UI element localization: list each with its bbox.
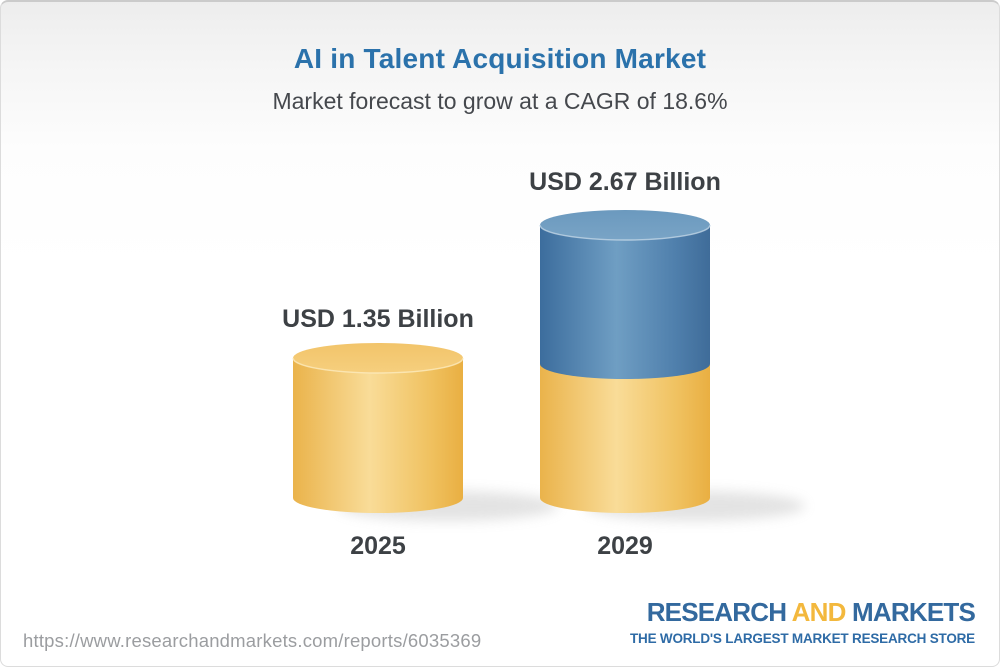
source-url: https://www.researchandmarkets.com/repor… (23, 630, 482, 651)
logo-word-markets: MARKETS (852, 597, 976, 627)
category-label-2029: 2029 (597, 532, 653, 560)
cylinder-2029 (539, 210, 711, 513)
cylinder-2025 (292, 343, 464, 513)
logo-word-and: AND (791, 597, 847, 627)
value-label-2025: USD 1.35 Billion (282, 305, 474, 333)
value-label-2029: USD 2.67 Billion (529, 168, 721, 196)
category-label-2025: 2025 (350, 532, 406, 560)
logo-researchandmarkets: RESEARCH AND MARKETS THE WORLD'S LARGEST… (629, 597, 976, 646)
chart-title: AI in Talent Acquisition Market (293, 43, 707, 74)
logo-wordmark: RESEARCH AND MARKETS (630, 597, 976, 627)
logo-word-research: RESEARCH (646, 597, 787, 627)
logo-tagline: THE WORLD'S LARGEST MARKET RESEARCH STOR… (629, 631, 975, 646)
chart-subtitle: Market forecast to grow at a CAGR of 18.… (272, 88, 728, 114)
cylinder-2029-growth-segment (539, 210, 711, 379)
cylinder-2029-base-segment (540, 364, 710, 513)
